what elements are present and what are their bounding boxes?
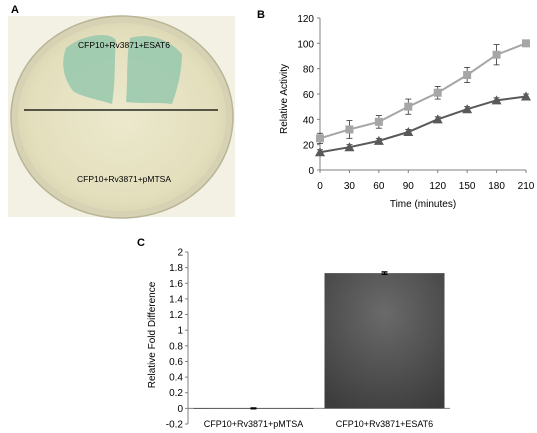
line-chart-b: 0 20 40 60 80 100 120 0 30 60 90 120 150 180 210 Rela… bbox=[279, 14, 535, 210]
y-axis-b: 0 20 40 60 80 100 120 bbox=[297, 14, 320, 177]
data-point-triangle bbox=[344, 142, 355, 152]
y-tick-label-b: 100 bbox=[297, 39, 314, 50]
y-tick-label-b: 60 bbox=[303, 90, 315, 101]
blue-colonies-right bbox=[126, 35, 182, 104]
bottom-streak-label: CFP10+Rv3871+pMTSA bbox=[77, 174, 171, 184]
y-tick-label-b: 40 bbox=[303, 115, 315, 126]
data-point-square bbox=[404, 102, 413, 111]
data-point-triangle bbox=[432, 114, 443, 124]
bars-group-c bbox=[193, 271, 445, 410]
data-point-triangle bbox=[491, 95, 502, 105]
y-tick-label-c: 0.6 bbox=[169, 357, 183, 368]
data-point-triangle bbox=[315, 147, 325, 157]
y-tick-label-b: 0 bbox=[308, 166, 314, 177]
y-axis-title-c: Relative Fold Difference bbox=[147, 281, 158, 388]
category-label-c: CFP10+Rv3871+ESAT6 bbox=[336, 419, 433, 429]
x-tick-label-b: 60 bbox=[373, 181, 385, 192]
x-tick-label-b: 210 bbox=[518, 181, 535, 192]
x-tick-label-b: 30 bbox=[344, 181, 356, 192]
data-point-square bbox=[374, 117, 383, 126]
blue-colonies-left bbox=[63, 34, 116, 104]
data-point-square bbox=[433, 88, 442, 97]
bar-chart-c: -0.2 0 0.2 0.4 0.6 0.8 1 1.2 1.4 1.6 1.8 2 CFP10+Rv… bbox=[147, 248, 450, 431]
series-line-b-1 bbox=[319, 42, 527, 140]
y-axis-title-b: Relative Activity bbox=[279, 64, 290, 134]
y-tick-label-c: 0 bbox=[177, 404, 183, 415]
data-point-square bbox=[463, 71, 472, 79]
panel-c-label: C bbox=[137, 237, 145, 249]
data-point-square bbox=[345, 125, 354, 134]
x-tick-label-b: 150 bbox=[459, 181, 476, 192]
data-point-triangle bbox=[521, 91, 531, 101]
y-tick-label-c: 0.8 bbox=[169, 341, 183, 352]
category-labels-c: CFP10+Rv3871+pMTSA CFP10+Rv3871+ESAT6 bbox=[204, 419, 433, 429]
y-tick-label-c: 2 bbox=[177, 248, 183, 259]
category-label-c: CFP10+Rv3871+pMTSA bbox=[204, 419, 304, 429]
x-axis-title-b: Time (minutes) bbox=[390, 199, 456, 210]
data-point-triangle bbox=[373, 135, 384, 145]
data-point-triangle bbox=[403, 127, 414, 136]
data-point-triangle bbox=[462, 104, 473, 114]
x-tick-label-b: 90 bbox=[403, 181, 415, 192]
y-tick-label-b: 20 bbox=[303, 141, 315, 152]
y-tick-label-c: -0.2 bbox=[166, 420, 184, 431]
y-tick-label-c: 0.4 bbox=[169, 373, 183, 384]
data-point-square bbox=[492, 50, 501, 59]
petri-dish-photo: CFP10+Rv3871+ESAT6 CFP10+Rv3871+pMTSA bbox=[8, 15, 235, 219]
x-tick-label-b: 120 bbox=[429, 181, 446, 192]
data-point-square bbox=[522, 39, 530, 48]
y-tick-label-c: 1 bbox=[177, 326, 183, 337]
bar-2 bbox=[324, 273, 445, 409]
series-line-b-2 bbox=[319, 95, 527, 154]
x-tick-label-b: 180 bbox=[488, 181, 505, 192]
y-axis-c: -0.2 0 0.2 0.4 0.6 0.8 1 1.2 1.4 1.6 1.8 2 bbox=[166, 248, 188, 431]
series-group-b bbox=[315, 39, 531, 157]
panel-b-label: B bbox=[257, 9, 265, 21]
panel-a-label: A bbox=[11, 4, 19, 16]
x-tick-label-b: 0 bbox=[317, 181, 323, 192]
y-tick-label-b: 80 bbox=[303, 65, 315, 76]
y-tick-label-b: 120 bbox=[297, 14, 314, 25]
y-tick-label-c: 1.2 bbox=[169, 310, 183, 321]
data-point-square bbox=[316, 134, 324, 143]
y-tick-label-c: 1.4 bbox=[169, 294, 183, 305]
x-axis-b: 0 30 60 90 120 150 180 210 bbox=[317, 170, 535, 192]
y-tick-label-c: 1.8 bbox=[169, 263, 183, 274]
top-streak-label: CFP10+Rv3871+ESAT6 bbox=[78, 40, 170, 50]
y-tick-label-c: 1.6 bbox=[169, 279, 183, 290]
y-tick-label-c: 0.2 bbox=[169, 388, 183, 399]
